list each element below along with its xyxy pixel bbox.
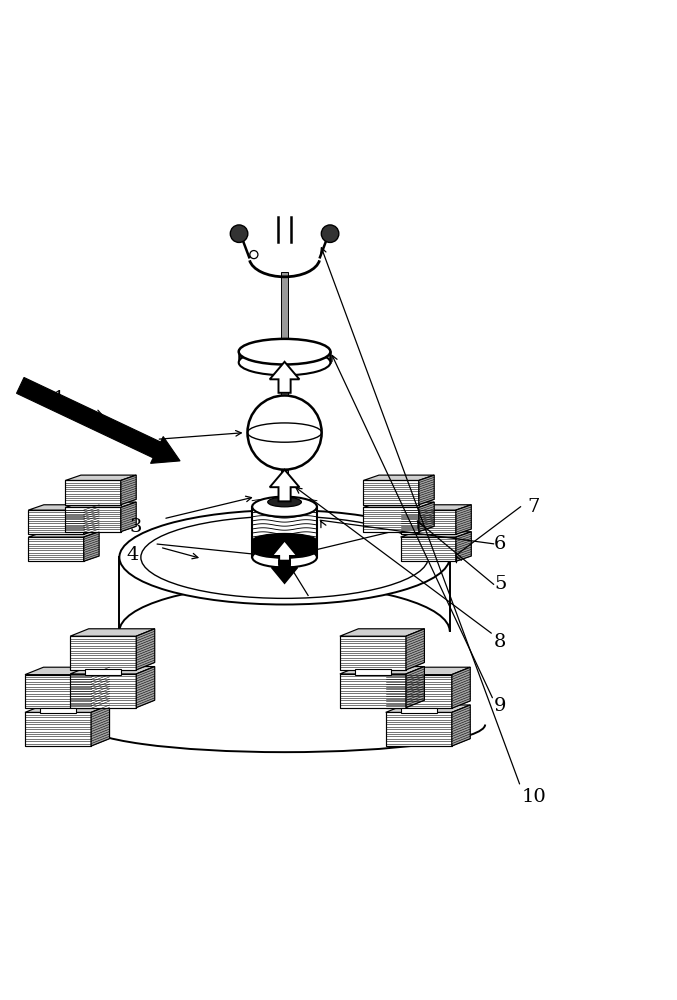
Polygon shape [84,505,99,534]
Polygon shape [136,667,155,708]
Polygon shape [419,475,434,505]
Polygon shape [25,705,110,712]
Polygon shape [25,675,91,708]
Polygon shape [25,712,91,746]
Polygon shape [364,507,419,532]
Polygon shape [340,636,406,670]
Polygon shape [406,667,424,708]
Polygon shape [28,505,99,510]
Polygon shape [456,532,471,561]
Polygon shape [401,708,437,713]
Polygon shape [281,272,288,345]
Polygon shape [269,470,299,501]
Polygon shape [269,362,299,393]
Polygon shape [355,669,391,675]
Polygon shape [364,475,434,480]
Polygon shape [91,705,110,746]
Polygon shape [40,708,77,713]
Polygon shape [25,667,110,675]
Polygon shape [121,502,136,532]
Polygon shape [253,541,317,551]
Polygon shape [121,475,136,505]
Polygon shape [452,705,471,746]
Polygon shape [28,510,84,534]
Polygon shape [136,629,155,670]
Polygon shape [66,480,121,505]
Polygon shape [91,667,110,708]
Ellipse shape [253,543,317,558]
Polygon shape [340,674,406,708]
Polygon shape [66,507,121,532]
Text: 6: 6 [494,535,506,553]
Text: 10: 10 [522,788,546,806]
Polygon shape [419,502,434,532]
Polygon shape [364,502,434,507]
Polygon shape [452,667,471,708]
Text: 7: 7 [528,498,540,516]
Polygon shape [70,636,136,670]
Polygon shape [364,480,419,505]
Polygon shape [66,475,136,480]
Polygon shape [386,712,452,746]
Polygon shape [401,537,456,561]
Polygon shape [406,629,424,670]
Text: 3: 3 [130,518,142,536]
Polygon shape [28,537,84,561]
Circle shape [322,225,338,242]
Polygon shape [456,505,471,534]
Polygon shape [271,540,297,564]
Polygon shape [84,532,99,561]
Circle shape [230,225,248,242]
Polygon shape [16,377,180,463]
Polygon shape [401,532,471,537]
Polygon shape [70,629,155,636]
Polygon shape [85,669,121,675]
Text: 2: 2 [130,434,142,452]
Text: 9: 9 [494,697,506,715]
Text: 1: 1 [53,390,65,408]
Polygon shape [340,667,424,674]
Text: 4: 4 [127,546,139,564]
Polygon shape [66,502,136,507]
Polygon shape [28,532,99,537]
Polygon shape [70,674,136,708]
Polygon shape [253,507,317,557]
Ellipse shape [253,547,317,567]
Polygon shape [401,505,471,510]
Ellipse shape [119,510,450,605]
Ellipse shape [239,339,330,364]
Ellipse shape [253,534,317,549]
Polygon shape [281,369,288,395]
Text: 5: 5 [494,575,506,593]
Ellipse shape [253,497,317,517]
Polygon shape [340,629,424,636]
Text: 8: 8 [494,633,506,651]
Polygon shape [271,561,297,583]
Ellipse shape [267,497,301,507]
Polygon shape [386,705,471,712]
Ellipse shape [239,350,330,375]
Polygon shape [401,510,456,534]
Polygon shape [281,470,288,507]
Circle shape [248,395,322,470]
Polygon shape [70,667,155,674]
Polygon shape [386,667,471,675]
Polygon shape [386,675,452,708]
